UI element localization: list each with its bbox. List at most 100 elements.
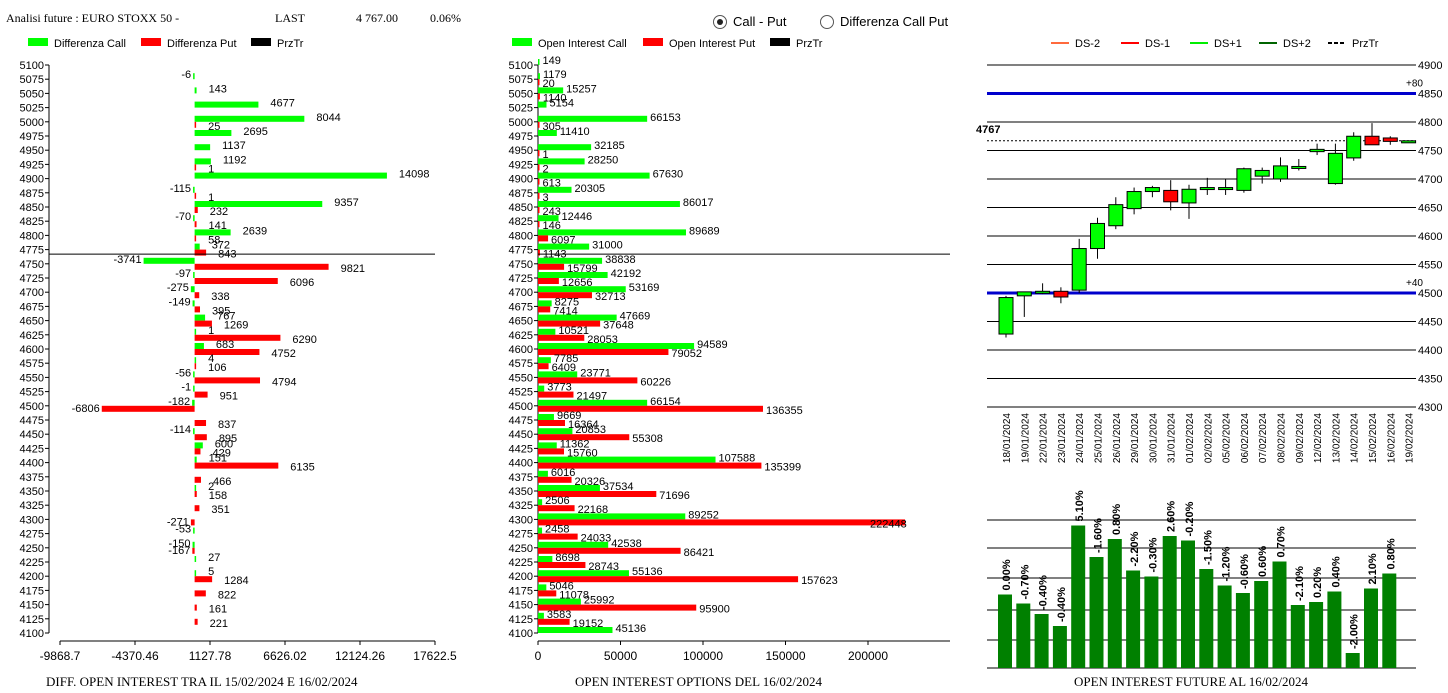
- diff-put-label: 1269: [224, 320, 248, 332]
- diff-call-label: 1192: [223, 154, 247, 166]
- diff-put-label: -167: [168, 545, 190, 557]
- legend-swatch: [770, 38, 790, 46]
- options-chart-title: OPEN INTEREST OPTIONS DEL 16/02/2024: [575, 674, 822, 689]
- options-put-label: 95900: [699, 604, 730, 616]
- candle-body: [1108, 204, 1124, 227]
- options-put-label: 3: [543, 192, 549, 204]
- diff-call-bar: [194, 101, 259, 108]
- diff-put-label: 161: [209, 604, 227, 616]
- options-call-bar: [538, 414, 554, 420]
- options-call-bar: [538, 428, 573, 435]
- options-put-bar: [538, 604, 697, 611]
- legend-label: Differenza Call: [54, 38, 126, 50]
- diff-put-label: 6290: [292, 334, 316, 346]
- options-call-bar: [538, 470, 548, 477]
- options-call-bar: [538, 215, 559, 222]
- diff-put-bar: [194, 491, 197, 497]
- diff-x-tick-label: 6626.02: [263, 649, 307, 663]
- candle-y-tick-label: 4350: [1418, 374, 1442, 386]
- future-bar-label: 0.70%: [1276, 526, 1288, 557]
- options-y-tick-label: 5075: [509, 74, 533, 86]
- diff-put-label: 1: [208, 192, 214, 204]
- future-bar-label: -1.60%: [1093, 518, 1105, 553]
- options-y-tick-label: 4300: [509, 514, 533, 526]
- candle-y-tick-label: 4450: [1418, 317, 1442, 329]
- options-call-label: 12446: [562, 211, 593, 223]
- diff-put-label: 395: [212, 305, 230, 317]
- options-put-bar: [538, 150, 540, 157]
- diff-call-label: 9357: [334, 197, 358, 209]
- candle-x-tick-label: 02/02/2024: [1203, 413, 1214, 463]
- options-put-bar: [538, 79, 540, 86]
- options-put-label: 19152: [573, 618, 604, 630]
- options-call-label: 11362: [560, 438, 590, 450]
- diff-put-label: 221: [210, 618, 228, 630]
- diff-y-tick-label: 4325: [20, 500, 44, 512]
- diff-put-label: -6806: [72, 403, 100, 415]
- diff-y-tick-label: 4725: [20, 273, 44, 285]
- radio-differenza-label: Differenza Call Put: [840, 14, 949, 29]
- options-y-tick-label: 4550: [509, 372, 533, 384]
- options-y-tick-label: 4350: [509, 486, 533, 498]
- candle-body: [1163, 189, 1179, 203]
- radio-call-put[interactable]: Call - Put: [713, 14, 786, 29]
- options-call-bar: [538, 73, 540, 80]
- candle-body: [1035, 290, 1051, 294]
- future-bar: [1199, 569, 1214, 668]
- candle-body: [1090, 222, 1105, 250]
- options-call-bar: [538, 257, 603, 264]
- options-y-tick-label: 4125: [509, 614, 533, 626]
- options-put-bar: [538, 292, 592, 299]
- options-put-label: 16364: [568, 419, 599, 431]
- options-put-bar: [538, 448, 565, 455]
- options-y-tick-label: 5000: [509, 117, 533, 129]
- options-call-bar: [538, 456, 716, 463]
- radio-checked-icon[interactable]: [713, 14, 727, 29]
- options-y-tick-label: 4875: [509, 188, 533, 200]
- legend-label: DS+1: [1214, 38, 1242, 50]
- options-call-bar: [538, 286, 626, 293]
- future-bar: [1345, 653, 1360, 668]
- options-y-tick-label: 4375: [509, 472, 533, 484]
- radio-unchecked-icon[interactable]: [820, 14, 834, 29]
- options-call-bar: [538, 371, 578, 378]
- diff-y-tick-label: 4375: [20, 472, 44, 484]
- diff-call-bar: [194, 314, 206, 321]
- options-call-bar: [538, 556, 553, 562]
- options-put-bar: [538, 320, 601, 327]
- legend-swatch: [512, 38, 532, 46]
- options-call-label: 86017: [683, 197, 714, 209]
- future-bar: [1107, 539, 1122, 668]
- diff-call-label: 600: [215, 438, 233, 450]
- options-y-tick-label: 4850: [509, 202, 533, 214]
- candle-y-tick-label: 4800: [1418, 117, 1442, 129]
- diff-put-bar: [194, 207, 198, 213]
- options-call-bar: [538, 115, 648, 122]
- diff-put-bar: [192, 547, 195, 554]
- future-bar-label: -0.60%: [1239, 554, 1251, 589]
- options-put-label: 55308: [632, 433, 663, 445]
- radio-differenza[interactable]: Differenza Call Put: [820, 14, 948, 29]
- radio-call-put-label: Call - Put: [733, 14, 787, 29]
- options-y-tick-label: 4825: [509, 216, 533, 228]
- diff-y-tick-label: 4900: [20, 174, 44, 186]
- diff-call-bar: [194, 201, 323, 207]
- diff-call-label: -182: [168, 396, 190, 408]
- options-put-label: 135399: [764, 462, 801, 474]
- diff-call-label: 4: [208, 353, 214, 365]
- future-bar: [1364, 588, 1378, 668]
- diff-put-bar: [194, 349, 260, 355]
- diff-call-label: -150: [169, 538, 191, 550]
- diff-call-bar: [194, 158, 211, 165]
- options-y-tick-label: 4275: [509, 529, 533, 541]
- options-call-bar: [538, 300, 552, 307]
- diff-call-label: -275: [167, 282, 189, 294]
- options-call-label: 107588: [719, 453, 756, 465]
- diff-put-label: 951: [220, 391, 238, 403]
- diff-y-tick-label: 4700: [20, 287, 44, 299]
- options-put-bar: [538, 306, 551, 313]
- diff-call-bar: [193, 371, 195, 378]
- diff-put-bar: [101, 405, 195, 412]
- candle-y-tick-label: 4750: [1418, 146, 1442, 158]
